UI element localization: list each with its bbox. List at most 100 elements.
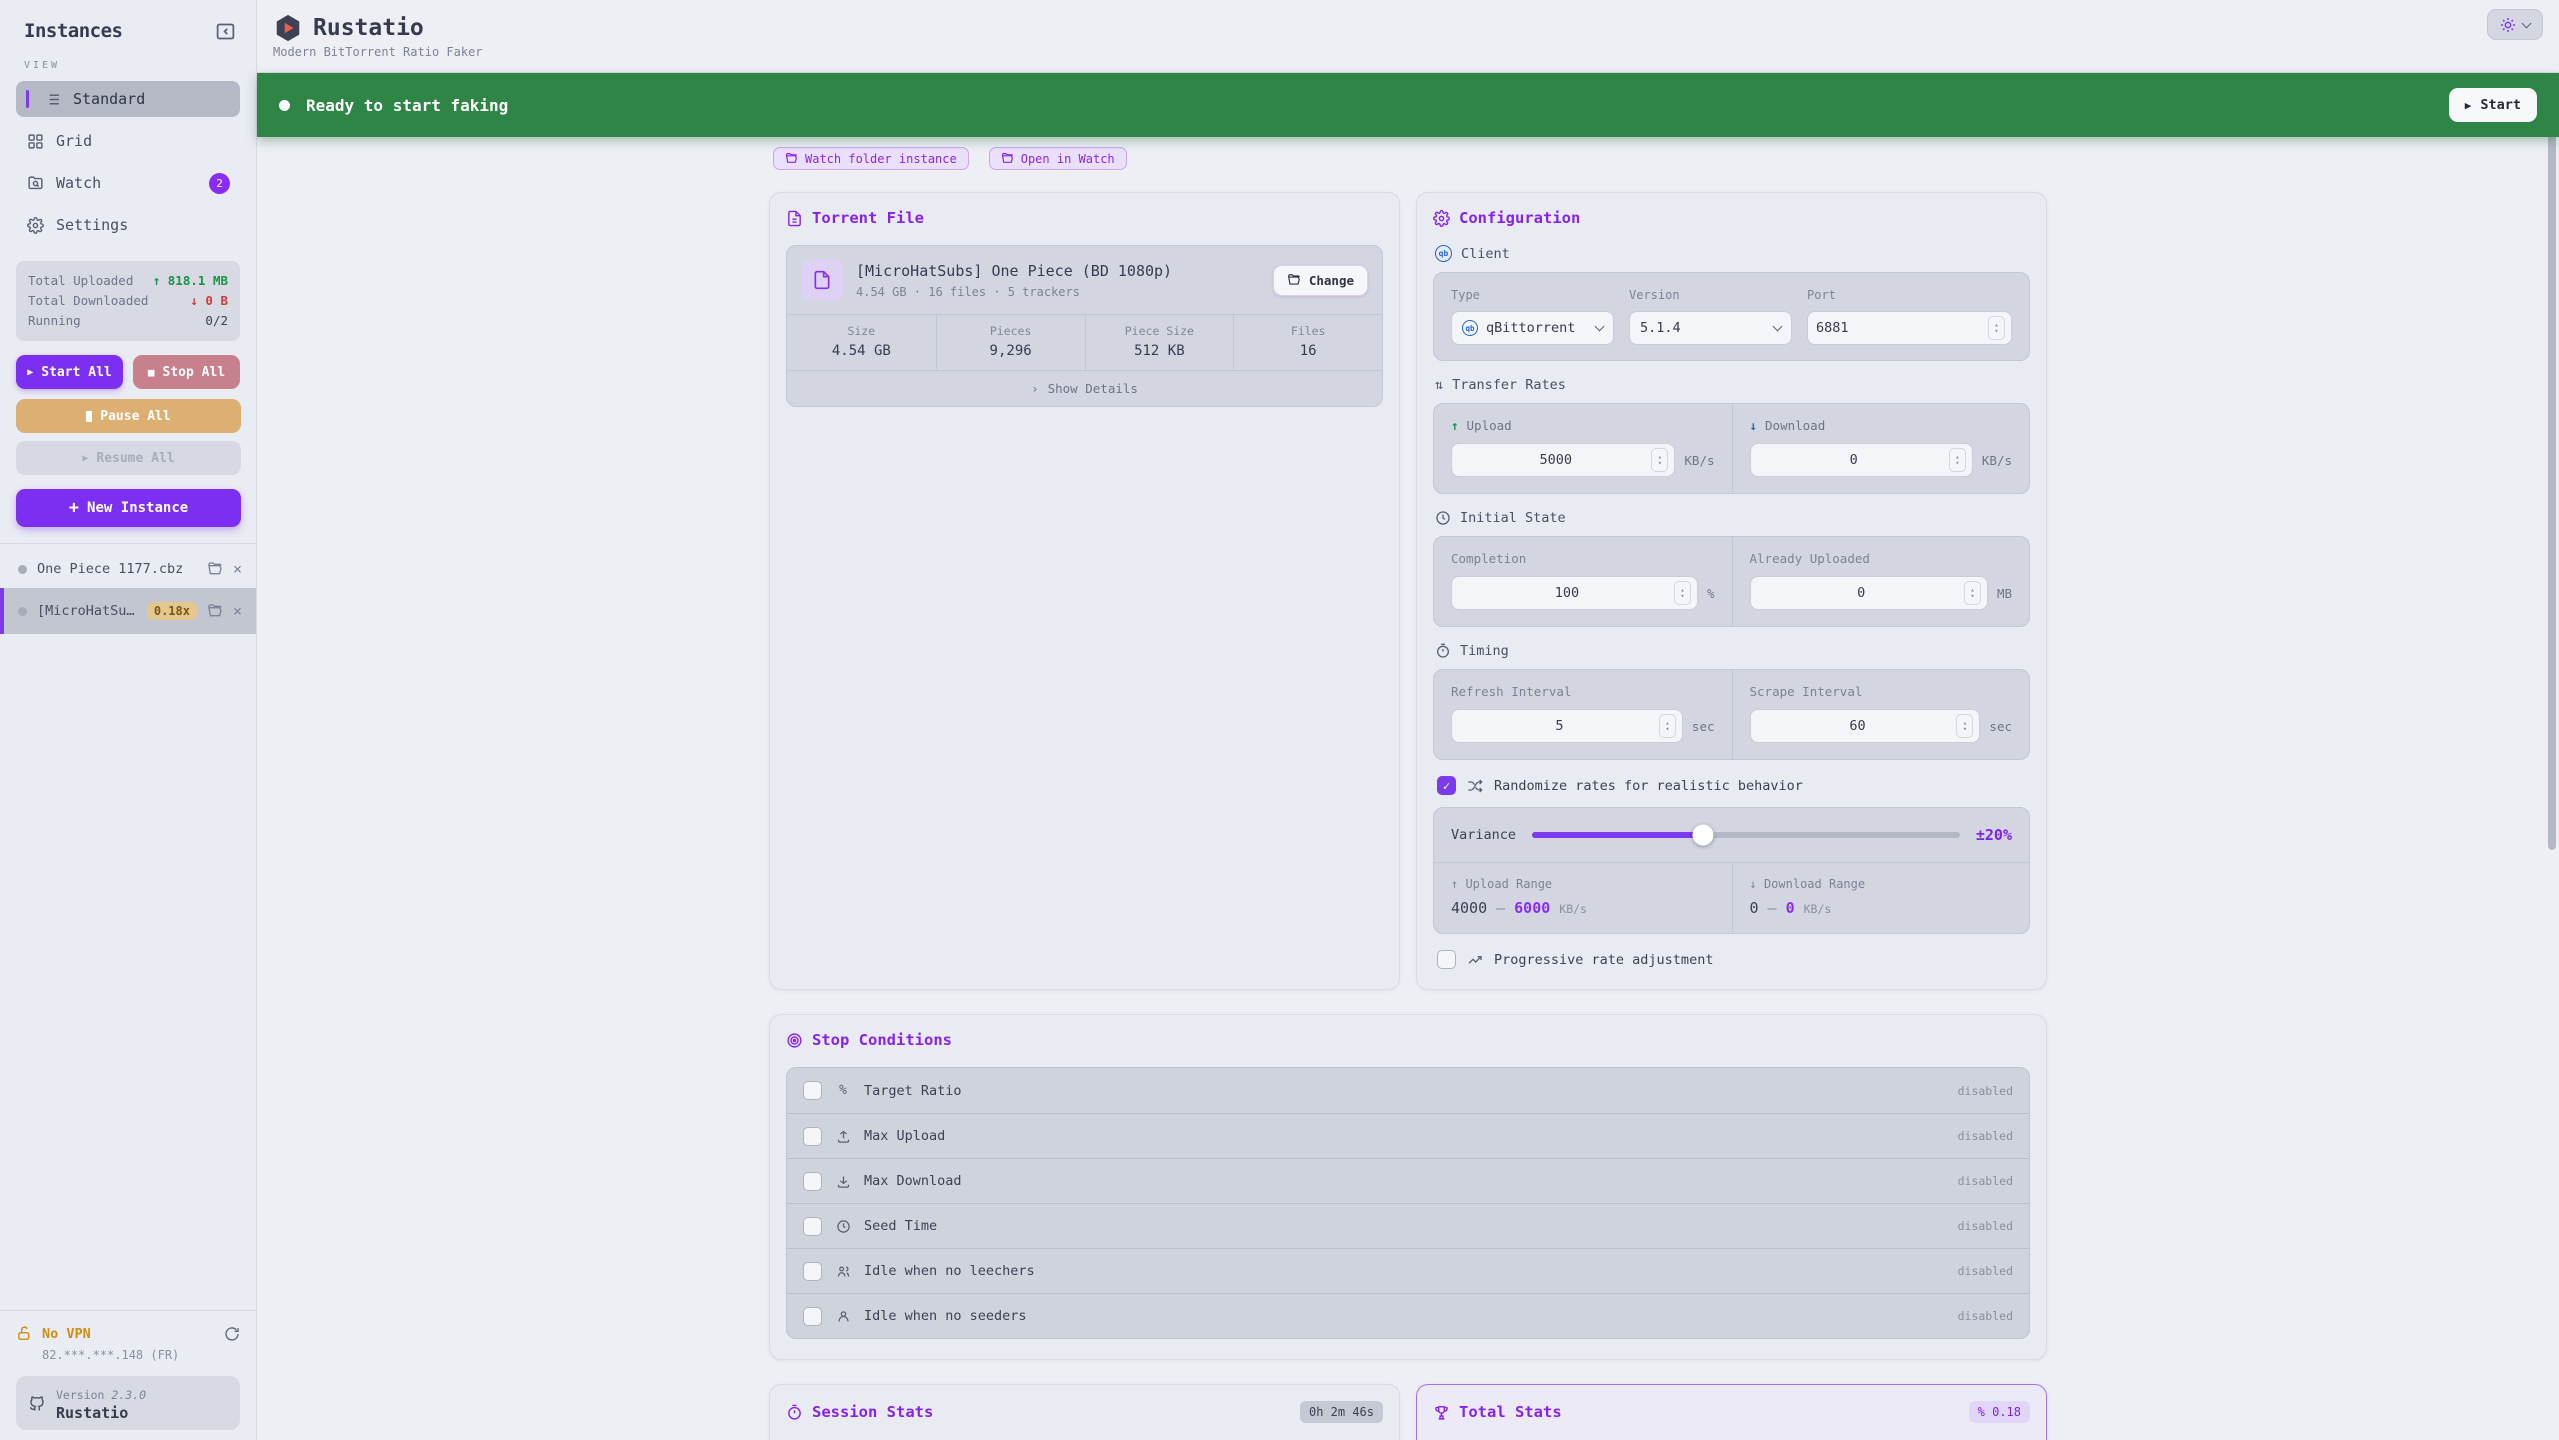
progressive-checkbox[interactable] (1437, 950, 1456, 969)
number-stepper[interactable]: ▴ ▾ (1956, 714, 1974, 738)
pause-icon (86, 410, 93, 422)
timing-section-label: Timing (1435, 643, 2028, 659)
already-uploaded-input[interactable] (1758, 585, 1964, 601)
number-stepper[interactable]: ▴ ▾ (1673, 581, 1691, 605)
torrent-info-panel: [MicroHatSubs] One Piece (BD 1080p) 4.54… (786, 245, 1383, 407)
number-stepper[interactable]: ▴ ▾ (1651, 448, 1669, 472)
scrollbar-thumb[interactable] (2548, 102, 2556, 850)
shuffle-icon (1467, 778, 1483, 794)
sidebar-item-grid[interactable]: Grid (16, 123, 240, 159)
number-stepper[interactable]: ▴ ▾ (1948, 448, 1966, 472)
upload-rate-field: ↑Upload ▴▾ KB/s (1434, 404, 1732, 493)
port-input[interactable] (1816, 320, 1988, 336)
condition-checkbox[interactable] (803, 1126, 822, 1146)
open-in-watch-chip[interactable]: Open in Watch (988, 147, 1127, 170)
play-icon: ▶ (82, 452, 89, 464)
refresh-icon[interactable] (224, 1326, 240, 1342)
torrent-stats-grid: Size 4.54 GB Pieces 9,296 Piece Size 512… (787, 315, 1382, 371)
status-dot-icon (279, 99, 290, 111)
view-section-label: VIEW (24, 60, 61, 71)
close-icon[interactable]: × (232, 602, 242, 620)
configuration-card-title: Configuration (1433, 209, 2030, 227)
scrape-interval-input[interactable] (1758, 718, 1957, 734)
progressive-rate-row: Progressive rate adjustment (1437, 950, 2026, 969)
stopwatch-icon (1435, 643, 1451, 659)
nav-label: Standard (73, 90, 146, 108)
folder-icon (1001, 152, 1014, 165)
resume-all-button[interactable]: ▶ Resume All (16, 441, 241, 475)
stop-icon: ■ (147, 365, 155, 379)
condition-checkbox[interactable] (803, 1261, 822, 1281)
stop-row-target-ratio[interactable]: % Target Ratio disabled (787, 1068, 2029, 1113)
nav-label: Grid (56, 132, 93, 150)
sidebar-item-watch[interactable]: Watch 2 (16, 165, 240, 201)
trophy-icon (1433, 1404, 1450, 1421)
qbittorrent-icon: qb (1462, 320, 1478, 336)
variance-value: ±20% (1975, 826, 2012, 844)
theme-toggle[interactable] (2487, 9, 2543, 40)
condition-checkbox[interactable] (803, 1171, 822, 1191)
sidebar-item-settings[interactable]: Settings (16, 207, 240, 243)
new-instance-button[interactable]: + New Instance (16, 489, 241, 527)
instance-row-selected[interactable]: [MicroHatSu… 0.18x × (0, 588, 256, 634)
condition-checkbox[interactable] (803, 1306, 822, 1326)
refresh-interval-input[interactable] (1460, 718, 1659, 734)
client-type-select[interactable]: qb qBittorrent (1451, 311, 1614, 345)
up-down-icon: ⇅ (1435, 377, 1444, 393)
close-icon[interactable]: × (232, 560, 242, 578)
session-stats-card: Session Stats 0h 2m 46s ↑Uploaded ↓Downl… (769, 1384, 1400, 1440)
condition-checkbox[interactable] (803, 1081, 822, 1100)
stop-row-max-download[interactable]: Max Download disabled (787, 1158, 2029, 1203)
github-icon (28, 1394, 46, 1412)
pause-all-button[interactable]: Pause All (16, 399, 241, 433)
watch-folder-chip[interactable]: Watch folder instance (773, 147, 969, 170)
list-icon (43, 91, 61, 108)
total-stats-title: Total Stats (1433, 1403, 1960, 1421)
number-stepper[interactable]: ▴ ▾ (1988, 316, 2005, 340)
condition-checkbox[interactable] (803, 1216, 822, 1236)
upload-rate-input[interactable] (1460, 452, 1652, 468)
start-button[interactable]: ▶ Start (2448, 88, 2537, 122)
instance-row[interactable]: One Piece 1177.cbz × (0, 550, 256, 588)
stop-row-idle-no-seeders[interactable]: Idle when no seeders disabled (787, 1293, 2029, 1338)
stopwatch-icon (786, 1404, 803, 1421)
upload-icon (834, 1129, 852, 1144)
randomize-checkbox[interactable]: ✓ (1437, 776, 1456, 795)
number-stepper[interactable]: ▴ ▾ (1963, 581, 1981, 605)
sidebar-collapse-icon[interactable] (215, 21, 236, 42)
completion-input[interactable] (1460, 585, 1674, 601)
stop-all-button[interactable]: ■ Stop All (133, 355, 240, 389)
scroll-area: Watch folder instance Open in Watch (257, 137, 2559, 1440)
number-stepper[interactable]: ▴ ▾ (1658, 714, 1676, 738)
folder-icon (1287, 273, 1301, 287)
torrent-stat-files: Files 16 (1233, 315, 1382, 370)
sidebar-item-standard[interactable]: Standard (16, 81, 240, 117)
app-name: Rustatio (56, 1404, 129, 1422)
folder-icon[interactable] (207, 603, 223, 619)
change-torrent-button[interactable]: Change (1272, 264, 1368, 296)
version-panel[interactable]: Version 2.3.0 Rustatio (16, 1376, 240, 1430)
variance-slider[interactable] (1532, 824, 1960, 846)
clock-icon (834, 1219, 852, 1234)
upload-input-wrap: ▴▾ (1451, 443, 1676, 477)
gear-icon (26, 216, 44, 234)
slider-thumb[interactable] (1692, 824, 1714, 846)
start-all-button[interactable]: ▶ Start All (16, 355, 123, 389)
trending-up-icon (1467, 952, 1483, 968)
chevron-down-icon (1772, 321, 1783, 332)
stop-row-seed-time[interactable]: Seed Time disabled (787, 1203, 2029, 1248)
folder-icon[interactable] (207, 561, 223, 577)
download-rate-input[interactable] (1758, 452, 1949, 468)
torrent-file-card: Torrent File [MicroHatSubs] One Piece (B… (769, 192, 1400, 990)
show-details-toggle[interactable]: › Show Details (1031, 381, 1138, 396)
folder-search-icon (26, 175, 44, 192)
stop-row-max-upload[interactable]: Max Upload disabled (787, 1113, 2029, 1158)
stop-row-idle-no-leechers[interactable]: Idle when no leechers disabled (787, 1248, 2029, 1293)
total-uploaded-row: Total Uploaded ↑ 818.1 MB (28, 271, 228, 291)
torrent-name: [MicroHatSubs] One Piece (BD 1080p) (856, 261, 1173, 280)
client-version-select[interactable]: 5.1.4 (1629, 311, 1792, 345)
scrollbar[interactable] (2548, 80, 2557, 1430)
variance-panel: Variance ±20% ↑ Upload Range 4 (1433, 807, 2030, 934)
client-section-label: qb Client (1435, 245, 2028, 262)
sidebar-title: Instances (24, 20, 123, 42)
